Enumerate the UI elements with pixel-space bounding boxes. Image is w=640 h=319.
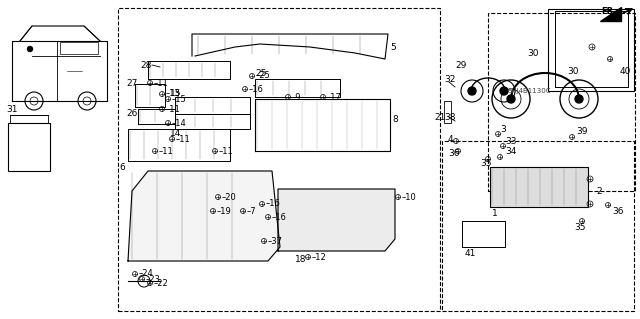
Bar (442, 141, 634, 311)
Text: 6: 6 (119, 162, 125, 172)
Text: –11: –11 (154, 78, 169, 87)
Text: –14: –14 (172, 118, 187, 128)
Text: 36: 36 (612, 206, 623, 216)
Text: 35: 35 (480, 160, 492, 168)
Text: –11: –11 (176, 135, 191, 144)
Text: –11: –11 (159, 146, 173, 155)
Text: 32: 32 (444, 75, 456, 84)
Text: –7: –7 (247, 206, 257, 216)
Text: –13: –13 (166, 90, 181, 99)
Bar (60, 42, 98, 54)
Text: 3: 3 (500, 124, 506, 133)
Text: 40: 40 (620, 66, 632, 76)
Text: –17: –17 (327, 93, 342, 101)
Text: 21: 21 (434, 113, 445, 122)
Text: 4: 4 (448, 135, 454, 144)
Text: –9: –9 (292, 93, 301, 101)
Bar (444, 101, 451, 123)
Text: –16: –16 (272, 212, 287, 221)
Circle shape (575, 95, 583, 103)
Circle shape (28, 47, 33, 51)
Circle shape (500, 87, 508, 95)
Bar (548, 9, 634, 91)
Text: 14: 14 (170, 130, 181, 138)
Text: SHJ4B1130C: SHJ4B1130C (508, 88, 552, 94)
Text: FR.: FR. (601, 6, 616, 16)
Text: 1: 1 (492, 209, 498, 218)
Text: 26: 26 (126, 109, 138, 118)
Text: –10: –10 (402, 192, 417, 202)
Text: 30: 30 (527, 49, 538, 58)
Text: 27: 27 (126, 79, 138, 88)
Bar (118, 8, 440, 311)
Text: 25: 25 (255, 70, 266, 78)
Text: –37: –37 (268, 236, 283, 246)
Text: 33: 33 (505, 137, 516, 145)
Text: –16: –16 (249, 85, 264, 93)
Text: –12: –12 (312, 253, 327, 262)
Text: 28: 28 (140, 61, 152, 70)
Text: –23: –23 (146, 275, 161, 284)
Text: 39: 39 (576, 127, 588, 136)
Text: –24: –24 (139, 270, 154, 278)
Text: 35: 35 (574, 222, 586, 232)
Circle shape (507, 95, 515, 103)
Bar (488, 13, 635, 191)
Text: 15: 15 (170, 90, 182, 99)
Text: 29: 29 (455, 62, 467, 70)
Text: –25: –25 (256, 71, 271, 80)
Bar (8, 123, 50, 171)
Text: –20: –20 (222, 192, 237, 202)
Text: 36: 36 (448, 150, 460, 159)
Text: –15: –15 (172, 94, 187, 103)
Polygon shape (600, 7, 621, 21)
Text: 38: 38 (444, 113, 456, 122)
Text: –11: –11 (166, 105, 180, 114)
Polygon shape (278, 189, 395, 251)
Text: –19: –19 (217, 206, 232, 216)
Text: 41: 41 (465, 249, 476, 258)
Text: 5: 5 (390, 42, 396, 51)
Text: 30: 30 (567, 66, 579, 76)
Circle shape (468, 87, 476, 95)
Bar (490, 167, 588, 207)
Text: 34: 34 (505, 147, 516, 157)
Polygon shape (128, 171, 280, 261)
Text: 2: 2 (596, 187, 602, 196)
Text: –22: –22 (154, 278, 169, 287)
Text: 18: 18 (295, 255, 307, 263)
Text: –16: –16 (266, 199, 281, 209)
Text: –11: –11 (219, 146, 234, 155)
Text: 31: 31 (6, 105, 17, 114)
Text: 8: 8 (392, 115, 397, 123)
